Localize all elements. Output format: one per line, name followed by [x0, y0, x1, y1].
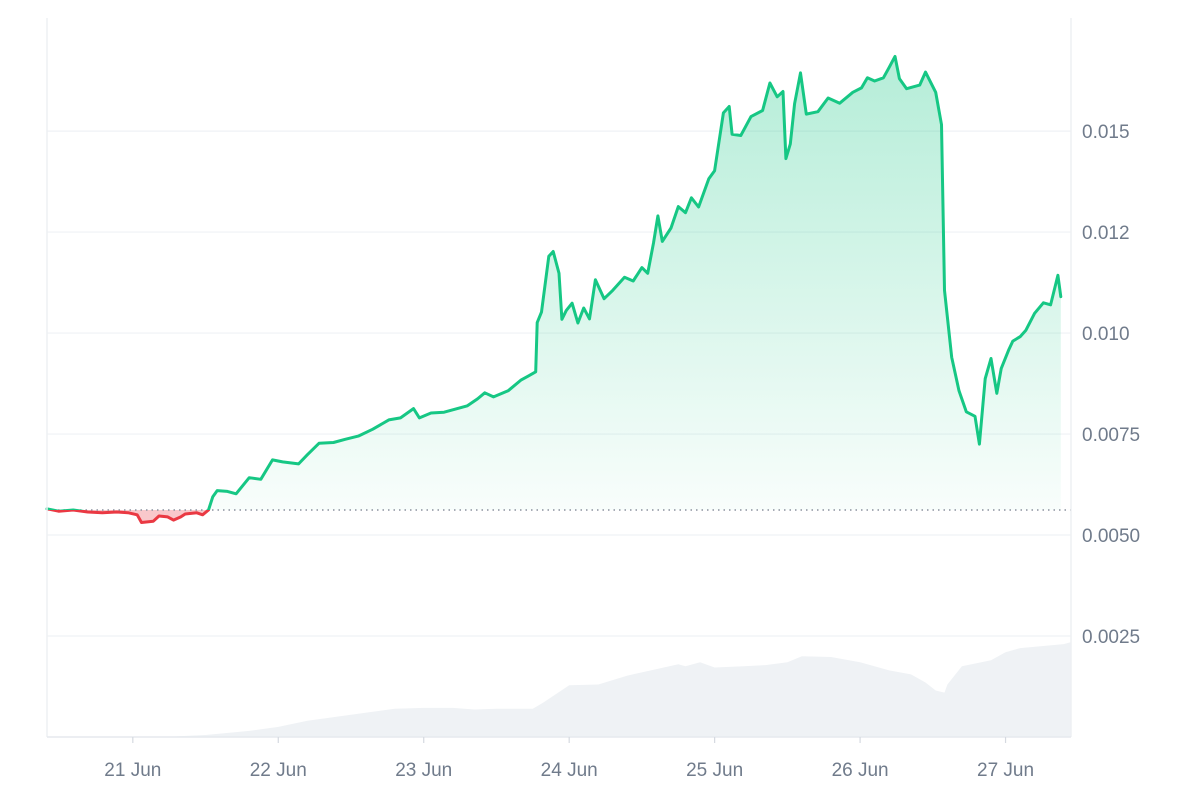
x-tick-label: 23 Jun: [395, 760, 452, 781]
price-line-layer: [45, 54, 1063, 524]
x-tick-label: 25 Jun: [686, 760, 743, 781]
x-tick-label: 26 Jun: [832, 760, 889, 781]
x-tick-label: 24 Jun: [541, 760, 598, 781]
y-tick-label: 0.015: [1082, 122, 1130, 143]
price-fill-layer: [47, 56, 1061, 523]
price-fill-up: [47, 56, 1061, 510]
y-tick-label: 0.012: [1082, 223, 1130, 244]
y-tick-label: 0.0025: [1082, 627, 1140, 648]
x-tick-label: 21 Jun: [104, 760, 161, 781]
y-axis-ticks: 0.0025 0.0050 0.0075 0.010 0.012 0.015: [1082, 122, 1140, 648]
y-tick-label: 0.0050: [1082, 526, 1140, 547]
price-line-up: [45, 54, 1063, 510]
volume-area: [47, 642, 1071, 737]
axis-frame: [46, 18, 1072, 738]
y-tick-label: 0.0075: [1082, 425, 1140, 446]
x-tick-label: 22 Jun: [250, 760, 307, 781]
volume-area-layer: [47, 642, 1071, 737]
x-tick-label: 27 Jun: [977, 760, 1034, 781]
y-tick-label: 0.010: [1082, 324, 1130, 345]
x-axis-ticks: 21 Jun 22 Jun 23 Jun 24 Jun 25 Jun 26 Jun 27 J…: [104, 737, 1034, 781]
